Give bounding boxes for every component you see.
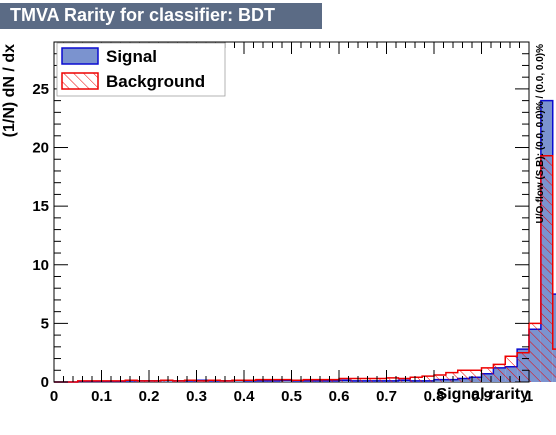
background-bar-26 xyxy=(362,378,375,382)
background-bar-31 xyxy=(422,376,435,382)
background-bar-41 xyxy=(540,155,553,382)
background-outline xyxy=(54,154,556,383)
y-tick-label: 0 xyxy=(41,374,49,391)
legend-background-label: Background xyxy=(106,72,205,91)
background-bar-39 xyxy=(517,352,530,382)
background-bar-22 xyxy=(315,379,328,382)
y-tick-label: 10 xyxy=(32,257,49,274)
x-tick-label: 0.3 xyxy=(186,388,207,405)
background-bar-35 xyxy=(469,370,482,382)
background-bar-37 xyxy=(493,364,506,382)
background-bar-34 xyxy=(457,370,470,382)
x-tick-label: 0 xyxy=(50,388,58,405)
legend: Signal Background xyxy=(56,42,226,97)
background-bar-38 xyxy=(505,356,518,382)
chart-title-box: TMVA Rarity for classifier: BDT xyxy=(0,3,322,29)
x-axis-label: Signal rarity xyxy=(437,386,530,403)
x-tick-label: 0.7 xyxy=(376,388,397,405)
background-bar-36 xyxy=(481,367,494,382)
y-tick-label: 5 xyxy=(41,315,49,332)
overflow-note: U/O-flow (S,B): (0.0, 0.0)% / (0.0, 0.0)… xyxy=(535,44,546,224)
x-tick-label: 0.8 xyxy=(424,388,445,405)
background-bar-21 xyxy=(303,379,316,382)
y-tick-label: 20 xyxy=(32,140,49,157)
background-bar-9 xyxy=(160,380,173,382)
background-bar-18 xyxy=(267,379,280,382)
x-tick-label: 1 xyxy=(525,388,533,405)
background-bar-24 xyxy=(339,378,351,382)
x-tick-label: 0.6 xyxy=(329,388,350,405)
background-series xyxy=(54,154,556,383)
y-axis-label: (1/N) dN / dx xyxy=(1,44,18,137)
plot-frame xyxy=(53,41,530,383)
y-tick-label: 25 xyxy=(32,81,49,98)
background-bar-23 xyxy=(327,379,340,382)
background-bar-15 xyxy=(232,380,245,382)
background-bar-32 xyxy=(434,374,446,382)
y-tick-label: 15 xyxy=(32,198,49,215)
background-bar-30 xyxy=(410,377,423,382)
background-bar-11 xyxy=(184,380,197,382)
background-bar-17 xyxy=(255,379,268,382)
background-bar-40 xyxy=(529,323,541,382)
background-bar-16 xyxy=(244,380,256,382)
background-bar-6 xyxy=(125,380,138,382)
legend-signal-swatch xyxy=(61,47,99,65)
background-bar-28 xyxy=(386,377,399,382)
background-bar-42 xyxy=(552,349,556,382)
legend-signal-label: Signal xyxy=(106,47,157,66)
background-bar-19 xyxy=(279,379,292,382)
x-tick-label: 0.9 xyxy=(471,388,492,405)
x-tick-label: 0.5 xyxy=(281,388,302,405)
x-tick-label: 0.2 xyxy=(139,388,160,405)
legend-background-swatch xyxy=(61,72,99,90)
background-bar-20 xyxy=(291,380,304,382)
signal-bar-42 xyxy=(552,294,556,382)
chart-title: TMVA Rarity for classifier: BDT xyxy=(10,5,276,25)
background-bar-25 xyxy=(350,378,363,382)
background-bar-29 xyxy=(398,378,411,382)
x-tick-label: 0.4 xyxy=(234,388,256,405)
background-bar-13 xyxy=(208,380,221,382)
background-bar-33 xyxy=(445,372,458,382)
background-bar-27 xyxy=(374,378,387,382)
x-tick-label: 0.1 xyxy=(91,388,112,405)
